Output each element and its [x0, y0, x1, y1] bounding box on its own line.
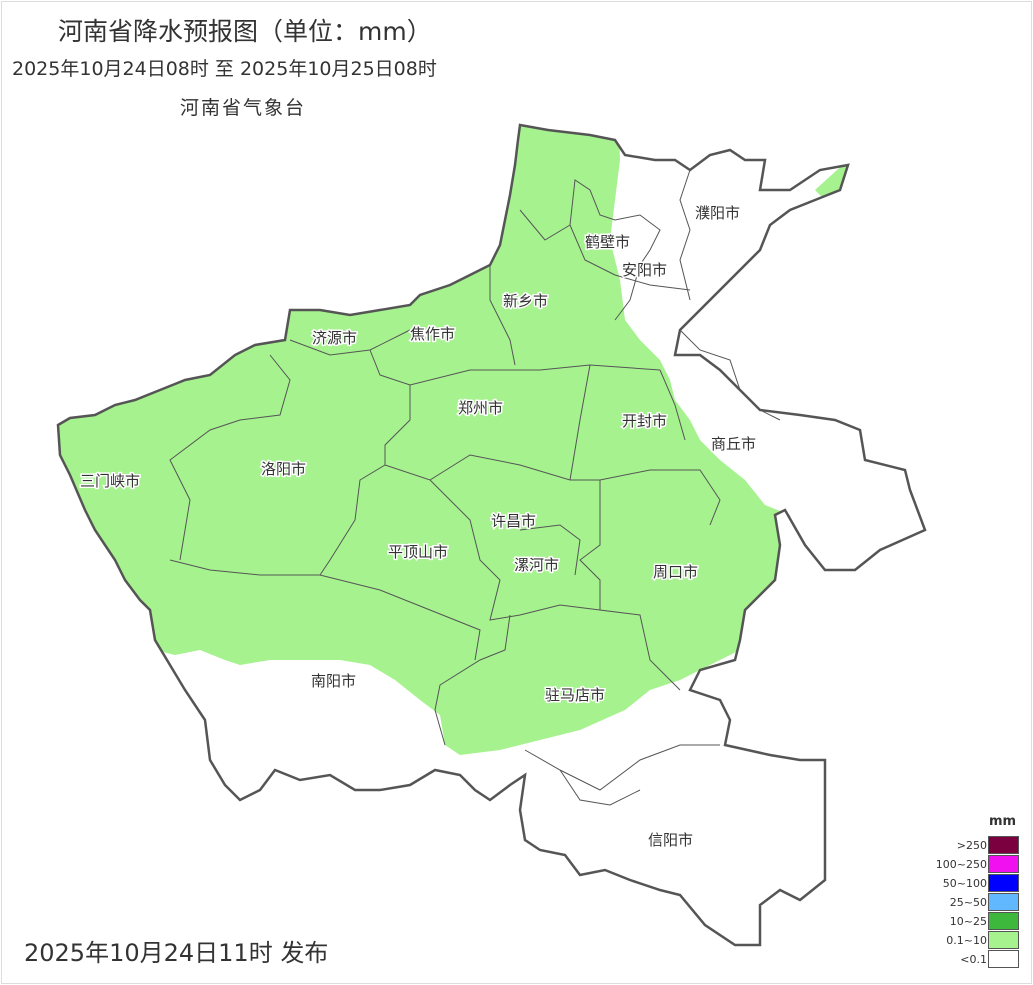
city-label-xinyang: 信阳市 [648, 831, 693, 849]
city-label-hebi: 鹤壁市 [585, 233, 630, 251]
map-title: 河南省降水预报图（单位：mm） [58, 17, 432, 46]
city-label-zhoukou: 周口市 [653, 563, 698, 581]
legend-label: 0.1~10 [946, 934, 987, 947]
city-label-nanyang: 南阳市 [311, 672, 356, 690]
city-label-zhengzhou: 郑州市 [458, 399, 503, 417]
city-label-xinxiang: 新乡市 [503, 292, 548, 310]
legend-item: >250 [930, 836, 1022, 855]
legend-unit: mm [989, 814, 1017, 829]
city-labels: 濮阳市 鹤壁市 安阳市 新乡市 焦作市 济源市 郑州市 开封市 商丘市 三门峡市… [79, 203, 758, 851]
legend-item: 50~100 [930, 874, 1022, 893]
rain-area-patch [815, 160, 850, 200]
city-label-shangqiu: 商丘市 [711, 435, 756, 453]
legend-swatch [988, 874, 1019, 892]
legend-swatch [988, 855, 1019, 873]
province-outline [56, 123, 927, 947]
legend-item: <0.1 [930, 950, 1022, 969]
city-label-luoyang: 洛阳市 [261, 460, 306, 478]
legend-label: 10~25 [949, 915, 987, 928]
legend-swatch [988, 912, 1019, 930]
city-label-puyang: 濮阳市 [695, 204, 740, 222]
city-label-jiaozuo: 焦作市 [410, 325, 455, 343]
legend-item: 25~50 [930, 893, 1022, 912]
city-label-anyang: 安阳市 [622, 261, 667, 279]
city-boundaries [169, 169, 781, 806]
city-label-xuchang: 许昌市 [491, 512, 536, 530]
forecast-period: 2025年10月24日08时 至 2025年10月25日08时 [12, 58, 437, 80]
legend-label: <0.1 [960, 953, 987, 966]
city-label-jiyuan: 济源市 [312, 329, 357, 347]
legend-label: 100~250 [935, 858, 987, 871]
legend-label: 50~100 [942, 877, 987, 890]
city-label-sanmenxia: 三门峡市 [80, 472, 140, 490]
legend-item: 100~250 [930, 855, 1022, 874]
city-label-pingdingshan: 平顶山市 [388, 543, 448, 561]
legend-item: 0.1~10 [930, 931, 1022, 950]
legend-label: 25~50 [949, 896, 987, 909]
legend-item: 10~25 [930, 912, 1022, 931]
city-label-kaifeng: 开封市 [622, 412, 667, 430]
issue-time: 2025年10月24日11时 发布 [24, 939, 329, 967]
legend-swatch [988, 893, 1019, 911]
legend-swatch [988, 836, 1019, 854]
legend-swatch [988, 950, 1019, 968]
legend-label: >250 [956, 839, 987, 852]
issuing-organization: 河南省气象台 [180, 97, 307, 119]
legend-swatch [988, 931, 1019, 949]
city-label-zhumadian: 驻马店市 [545, 686, 605, 704]
city-label-luohe: 漯河市 [514, 556, 559, 574]
